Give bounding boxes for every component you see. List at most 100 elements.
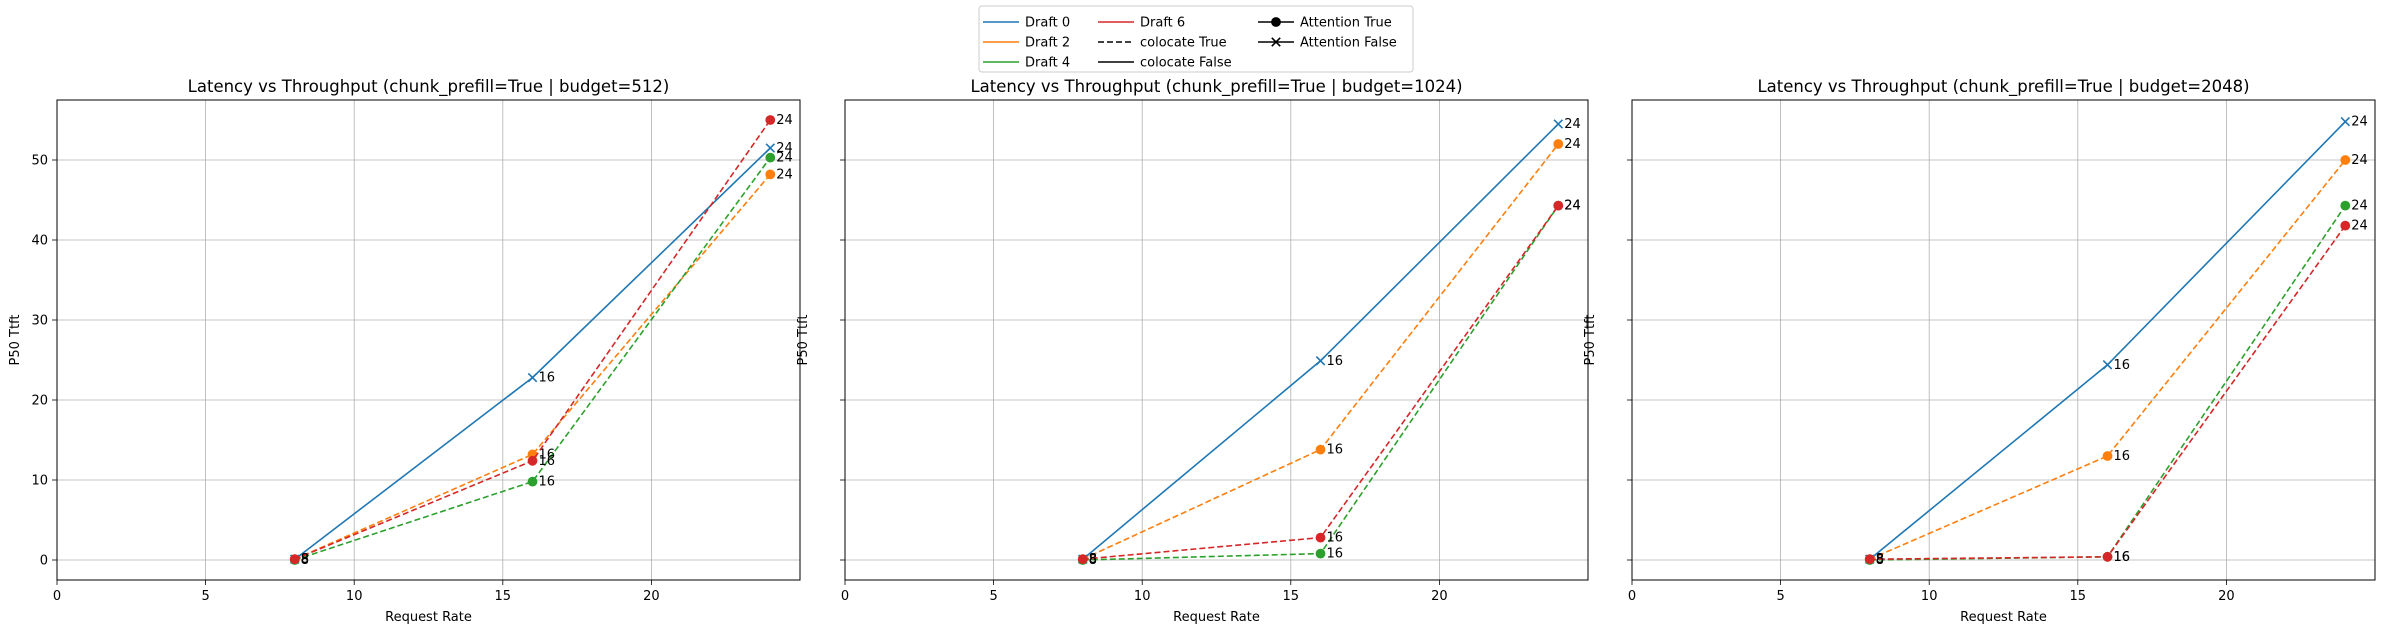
- legend: Draft 0 Draft 2 Draft 4 Draft 6 colocate Tru…: [978, 5, 1414, 73]
- point-label: 8: [1876, 553, 1884, 568]
- chart-title: Latency vs Throughput (chunk_prefill=Tru…: [188, 77, 670, 97]
- y-axis-label: P50 Ttft: [8, 315, 23, 366]
- legend-item: Draft 2: [983, 36, 1070, 51]
- point-label: 16: [2114, 550, 2131, 565]
- data-point: [2102, 551, 2113, 562]
- series-line: [294, 173, 771, 560]
- legend-label: Draft 6: [1140, 16, 1185, 31]
- x-tick-label: 10: [346, 589, 363, 604]
- point-label: 8: [301, 553, 309, 568]
- series-line: [1082, 143, 1559, 560]
- x-axis-label: Request Rate: [385, 610, 472, 625]
- axes-frame: [56, 99, 801, 581]
- data-point: [1077, 554, 1088, 565]
- point-label: 16: [2114, 358, 2131, 373]
- point-label: 16: [2114, 449, 2131, 464]
- point-label: 24: [2351, 199, 2368, 214]
- series-line: [1869, 225, 2346, 560]
- data-point: [1553, 200, 1564, 211]
- point-label: 8: [301, 552, 309, 567]
- point-label: 24: [1564, 199, 1581, 214]
- series-line: [1082, 123, 1559, 560]
- point-label: 16: [539, 371, 556, 386]
- x-tick-label: 5: [201, 589, 209, 604]
- x-tick-label: 15: [1283, 589, 1300, 604]
- point-label: 8: [1089, 552, 1097, 567]
- point-label: 24: [2351, 219, 2368, 234]
- series-line: [1869, 205, 2346, 561]
- x-tick-label: 10: [1134, 589, 1151, 604]
- legend-item: Draft 0: [983, 16, 1070, 31]
- series-line: [1869, 159, 2346, 560]
- series-line: [294, 147, 771, 560]
- point-label: 24: [1564, 199, 1581, 214]
- data-point: [1315, 356, 1326, 366]
- data-point: [1553, 119, 1564, 129]
- x-tick-label: 10: [1921, 589, 1938, 604]
- data-point: [2340, 220, 2351, 231]
- y-axis-label: P50 Ttft: [796, 315, 811, 366]
- x-axis-label: Request Rate: [1960, 610, 2047, 625]
- point-label: 8: [301, 552, 309, 567]
- legend-item: Draft 6: [1098, 16, 1185, 31]
- legend-box: [978, 5, 1414, 73]
- data-point: [527, 372, 538, 383]
- data-point: [527, 476, 538, 487]
- point-label: 16: [1327, 547, 1344, 562]
- point-label: 24: [2351, 153, 2368, 168]
- legend-label: colocate False: [1140, 56, 1232, 71]
- y-axis-label: P50 Ttft: [1583, 315, 1598, 366]
- data-point: [1315, 532, 1326, 543]
- x-tick-label: 15: [2070, 589, 2087, 604]
- point-label: 24: [776, 113, 793, 128]
- y-tick-label: 0: [40, 554, 48, 569]
- x-tick-label: 0: [841, 589, 849, 604]
- point-label: 16: [539, 454, 556, 469]
- point-label: 8: [1089, 553, 1097, 568]
- point-label: 16: [1327, 531, 1344, 546]
- point-label: 24: [2351, 115, 2368, 130]
- legend-item: Attention False: [1258, 36, 1397, 51]
- data-point: [1315, 444, 1326, 455]
- point-label: 24: [1564, 137, 1581, 152]
- data-point: [1864, 554, 1875, 565]
- legend-item: colocate True: [1098, 36, 1227, 51]
- y-tick-label: 50: [31, 154, 48, 169]
- y-tick-label: 30: [31, 314, 48, 329]
- data-point: [2340, 200, 2351, 211]
- legend-item: Attention True: [1258, 16, 1392, 31]
- y-tick-label: 10: [31, 474, 48, 489]
- data-point: [765, 143, 776, 153]
- point-label: 16: [539, 447, 556, 462]
- data-point: [2340, 155, 2351, 165]
- point-label: 16: [1327, 443, 1344, 458]
- data-point: [765, 152, 776, 163]
- legend-item: Draft 4: [983, 56, 1070, 71]
- x-tick-label: 15: [495, 589, 512, 604]
- legend-marker: [1271, 17, 1281, 27]
- data-point: [2340, 116, 2351, 127]
- data-point: [765, 115, 776, 125]
- x-tick-label: 20: [643, 589, 660, 604]
- data-point: [2102, 360, 2113, 370]
- series-line: [294, 157, 771, 561]
- x-tick-label: 5: [989, 589, 997, 604]
- point-label: 16: [539, 475, 556, 490]
- point-label: 16: [1327, 354, 1344, 369]
- chart-panel-1: 0 5 10 15 200102030405081624816248162481624L…: [8, 77, 801, 625]
- axes-frame: [844, 99, 1589, 581]
- axes-frame: [1631, 99, 2376, 581]
- point-label: 24: [1564, 117, 1581, 132]
- x-tick-label: 0: [53, 589, 61, 604]
- series-line: [294, 119, 771, 560]
- data-point: [2102, 451, 2113, 461]
- point-label: 24: [776, 167, 793, 182]
- point-label: 24: [776, 151, 793, 166]
- y-tick-label: 20: [31, 394, 48, 409]
- data-point: [1315, 548, 1326, 559]
- legend-label: Attention False: [1300, 36, 1397, 51]
- x-axis-label: Request Rate: [1173, 610, 1260, 625]
